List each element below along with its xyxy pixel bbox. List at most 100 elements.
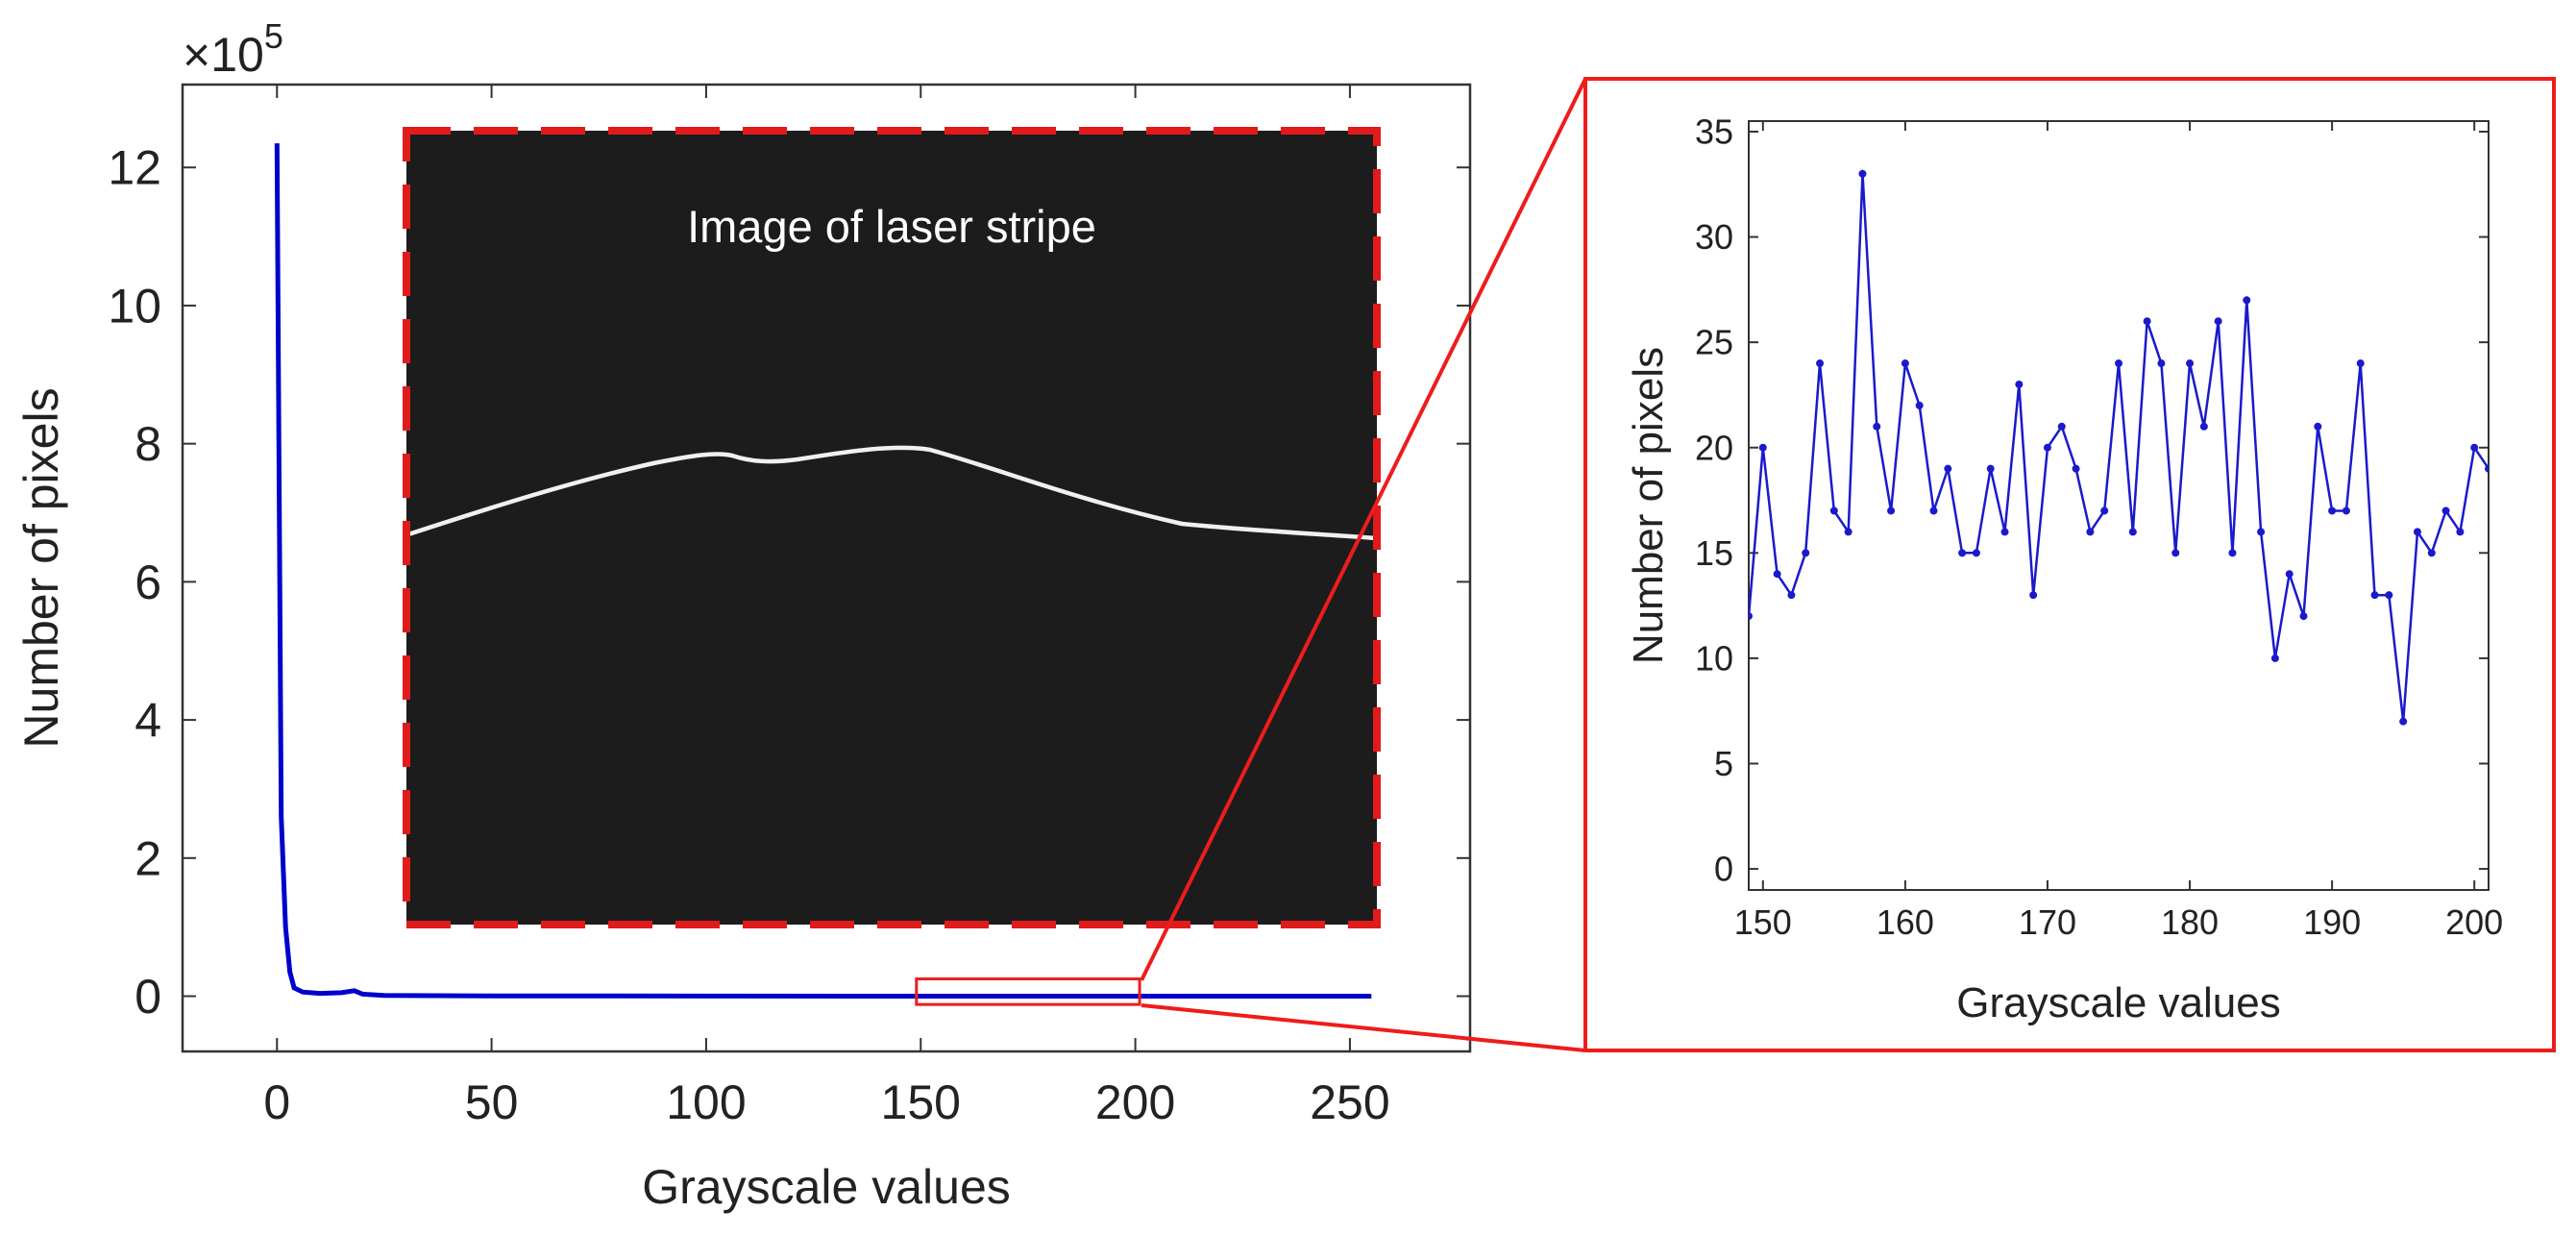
data-point <box>2485 464 2489 473</box>
data-point <box>1873 422 1881 431</box>
x-tick-label: 160 <box>1877 902 1934 942</box>
data-point <box>2399 717 2408 726</box>
y-tick-label: 12 <box>108 141 161 195</box>
data-point <box>2199 422 2208 431</box>
y-tick-label: 8 <box>135 417 161 471</box>
x-tick-label: 50 <box>465 1075 519 1129</box>
zoom-panel-frame <box>1583 77 2556 1052</box>
x-tick-label: 150 <box>1734 902 1792 942</box>
y-tick-label: 25 <box>1695 323 1733 362</box>
laser-stripe-curve <box>407 445 1377 541</box>
data-point <box>2243 296 2251 305</box>
x-tick-label: 190 <box>2303 902 2361 942</box>
y-exponent-label: ×105 <box>183 16 283 82</box>
y-tick-label: 30 <box>1695 217 1733 257</box>
data-point <box>2214 317 2222 326</box>
y-tick-label: 10 <box>1695 639 1733 679</box>
x-tick-label: 100 <box>666 1075 746 1129</box>
x-tick-label: 200 <box>1095 1075 1175 1129</box>
data-point <box>2342 506 2350 515</box>
laser-stripe-inset: Image of laser stripe <box>403 127 1381 928</box>
data-point <box>2356 359 2365 368</box>
data-point <box>2270 654 2279 662</box>
data-point <box>2186 359 2195 368</box>
data-point <box>2100 506 2109 515</box>
data-point <box>1802 549 1810 557</box>
data-point <box>1958 549 1967 557</box>
data-point <box>1829 506 1838 515</box>
data-point <box>2128 528 2137 536</box>
data-point <box>2057 422 2066 431</box>
zoom-ticks: 150 160 170 180 190 200 0 5 10 15 20 25 30 35 <box>1695 112 2503 942</box>
y-tick-label: 5 <box>1714 744 1733 783</box>
data-point <box>1844 528 1852 536</box>
x-tick-label: 250 <box>1310 1075 1389 1129</box>
data-point <box>1944 464 1952 473</box>
x-tick-label: 150 <box>881 1075 961 1129</box>
data-point <box>1858 169 1867 178</box>
zoom-y-axis-label: Number of pixels <box>1625 347 1672 664</box>
zoom-chart: 150 160 170 180 190 200 0 5 10 15 20 25 30 35 Graysca… <box>1625 112 2503 1026</box>
data-point <box>2086 528 2095 536</box>
x-tick-label: 200 <box>2445 902 2503 942</box>
zoom-connector-top <box>1140 78 1587 981</box>
data-point <box>2171 549 2180 557</box>
main-ticks: 0 50 100 150 200 250 0 2 4 6 8 10 12 <box>108 85 1470 1129</box>
data-point <box>1972 549 1980 557</box>
zoom-region-box <box>915 977 1141 1006</box>
y-tick-label: 0 <box>135 970 161 1024</box>
data-point <box>2413 528 2421 536</box>
data-point <box>2314 422 2322 431</box>
data-point <box>1787 591 1796 600</box>
zoom-axes-box <box>1748 120 2490 891</box>
main-histogram-line <box>274 143 1372 999</box>
x-tick-label: 170 <box>2019 902 2076 942</box>
data-point <box>1901 359 1909 368</box>
data-point <box>2370 591 2379 600</box>
y-tick-label: 0 <box>1714 850 1733 889</box>
data-point <box>2427 549 2436 557</box>
y-tick-label: 15 <box>1695 533 1733 573</box>
y-tick-label: 20 <box>1695 428 1733 467</box>
data-point <box>2000 528 2009 536</box>
data-point <box>2456 528 2465 536</box>
main-chart: 0 50 100 150 200 250 0 2 4 6 8 10 12 Image of laser … <box>14 16 1472 1214</box>
data-point <box>2285 570 2294 579</box>
main-y-axis-label: Number of pixels <box>14 387 68 748</box>
data-point <box>1749 612 1753 621</box>
main-x-axis-label: Grayscale values <box>642 1160 1011 1214</box>
y-tick-label: 6 <box>135 556 161 609</box>
data-point <box>2157 359 2166 368</box>
data-point <box>1816 359 1825 368</box>
data-point <box>2385 591 2393 600</box>
data-point <box>2043 443 2051 452</box>
y-tick-label: 10 <box>108 279 161 333</box>
data-point <box>2228 549 2237 557</box>
y-tick-label: 35 <box>1695 112 1733 152</box>
data-point <box>2441 506 2450 515</box>
y-tick-label: 4 <box>135 694 161 748</box>
data-point <box>2115 359 2122 368</box>
data-point <box>1915 401 1924 409</box>
data-point <box>2143 317 2151 326</box>
zoom-indicator <box>915 77 2556 1052</box>
data-point <box>1986 464 1995 473</box>
data-point <box>2470 443 2479 452</box>
data-point <box>2029 591 2038 600</box>
inset-dashed-border <box>403 127 1381 928</box>
data-point <box>2072 464 2080 473</box>
data-point <box>2257 528 2266 536</box>
zoom-markers <box>1749 169 2489 726</box>
x-tick-label: 0 <box>263 1075 290 1129</box>
data-point <box>1887 506 1896 515</box>
zoom-connector-bottom <box>1141 1003 1586 1052</box>
inset-label: Image of laser stripe <box>687 201 1096 252</box>
data-point <box>2299 612 2308 621</box>
data-point <box>2015 380 2024 388</box>
zoom-x-axis-label: Grayscale values <box>1956 979 2280 1026</box>
data-point <box>1773 570 1781 579</box>
y-tick-label: 2 <box>135 831 161 885</box>
data-point <box>2328 506 2337 515</box>
x-tick-label: 180 <box>2161 902 2219 942</box>
